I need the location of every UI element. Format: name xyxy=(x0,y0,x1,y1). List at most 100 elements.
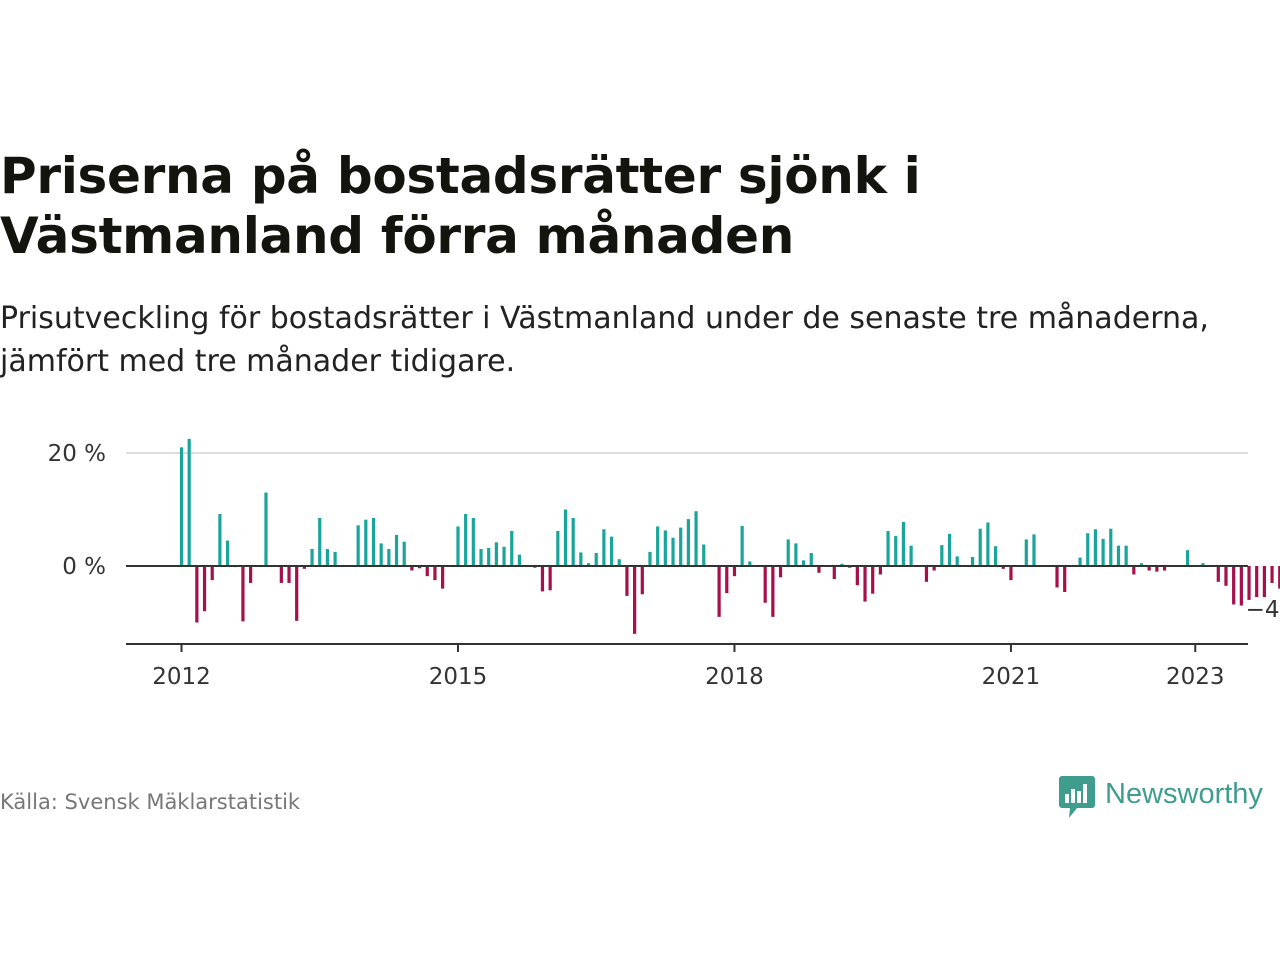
bar-chart: 0 % 20 % 2012 2015 2018 2021 2023 −4 % xyxy=(48,438,1280,690)
bar xyxy=(333,551,337,566)
x-tick-label: 2018 xyxy=(705,664,764,690)
bar xyxy=(909,545,913,566)
brand-logo[interactable]: Newsworthy xyxy=(1058,774,1263,820)
bar xyxy=(202,566,207,612)
bar xyxy=(540,566,545,592)
bar xyxy=(633,566,637,634)
bar xyxy=(179,447,184,566)
bar xyxy=(1278,566,1280,589)
bar xyxy=(1270,566,1274,583)
bar xyxy=(901,521,906,566)
bar xyxy=(1024,539,1028,566)
bar xyxy=(832,566,836,579)
bar xyxy=(563,509,568,566)
bar xyxy=(840,563,844,566)
bar xyxy=(1078,557,1082,566)
bar xyxy=(433,566,437,581)
bar xyxy=(387,549,391,566)
bar xyxy=(1139,563,1144,566)
bar xyxy=(886,530,890,566)
bar xyxy=(287,566,291,583)
bar xyxy=(748,561,752,566)
bar xyxy=(763,566,767,603)
x-tick-label: 2021 xyxy=(982,664,1041,690)
bar xyxy=(1201,563,1205,566)
bar xyxy=(295,566,299,621)
bar xyxy=(986,522,990,566)
chart-title: Priserna på bostadsrätter sjönk i Västma… xyxy=(0,147,921,265)
bar xyxy=(740,525,744,566)
bar xyxy=(218,514,222,566)
bar xyxy=(241,566,245,622)
bar xyxy=(487,547,491,566)
bar xyxy=(210,566,214,581)
y-tick-label: 0 % xyxy=(62,554,106,580)
bar xyxy=(1155,566,1159,572)
bar xyxy=(279,566,283,583)
bar xyxy=(717,566,721,617)
bar xyxy=(617,559,621,566)
bar xyxy=(686,519,690,566)
bar xyxy=(302,566,306,569)
chart-subtitle: Prisutveckling för bostadsrätter i Västm… xyxy=(0,301,1209,379)
bar xyxy=(548,566,552,591)
bar xyxy=(579,552,583,566)
bar xyxy=(940,545,944,566)
bar xyxy=(1124,545,1128,566)
bar xyxy=(609,536,614,566)
bar xyxy=(1086,533,1090,566)
bar xyxy=(732,566,737,577)
bar xyxy=(1093,529,1098,566)
bar xyxy=(1109,528,1113,566)
source-note: Källa: Svensk Mäklarstatistik xyxy=(0,790,301,814)
bar xyxy=(1101,538,1105,566)
bar xyxy=(1132,566,1136,575)
bar xyxy=(479,549,483,566)
bar xyxy=(441,566,445,589)
bar xyxy=(725,566,729,594)
bar xyxy=(648,551,652,566)
tick-labels: 0 % 20 % 2012 2015 2018 2021 2023 −4 % xyxy=(48,441,1280,690)
bar xyxy=(456,526,460,566)
bar xyxy=(1232,566,1236,605)
brand-name: Newsworthy xyxy=(1105,778,1263,810)
bar xyxy=(1147,566,1151,571)
bar xyxy=(855,566,859,586)
bar xyxy=(671,537,675,566)
bar xyxy=(1063,566,1067,592)
bar xyxy=(978,528,982,566)
bar xyxy=(863,566,867,602)
bar xyxy=(502,546,506,566)
bar xyxy=(993,546,998,566)
bar xyxy=(1255,566,1259,598)
bar xyxy=(794,543,798,566)
x-tick-label: 2023 xyxy=(1166,664,1225,690)
bar xyxy=(464,514,468,566)
bar xyxy=(318,517,322,566)
bar xyxy=(425,566,429,577)
bar xyxy=(656,526,660,566)
bar xyxy=(1216,566,1220,582)
bar xyxy=(571,517,575,566)
bar xyxy=(679,527,683,566)
bar xyxy=(1262,566,1266,598)
bar xyxy=(410,566,414,571)
bar xyxy=(663,530,667,566)
bar xyxy=(625,566,629,596)
bar xyxy=(195,566,199,623)
bar xyxy=(801,560,806,566)
y-tick-label: 20 % xyxy=(48,441,106,467)
bar xyxy=(187,438,191,566)
bar xyxy=(1185,550,1190,566)
bar xyxy=(786,539,790,566)
bar xyxy=(371,517,376,566)
bar xyxy=(394,534,399,566)
bar xyxy=(402,541,406,566)
bar xyxy=(771,566,775,617)
last-value-annotation: −4 % xyxy=(1246,597,1280,623)
bar xyxy=(225,540,230,566)
newsworthy-logo-icon xyxy=(1059,776,1095,818)
bar xyxy=(947,533,952,566)
bar xyxy=(594,553,598,566)
bar xyxy=(417,566,422,569)
